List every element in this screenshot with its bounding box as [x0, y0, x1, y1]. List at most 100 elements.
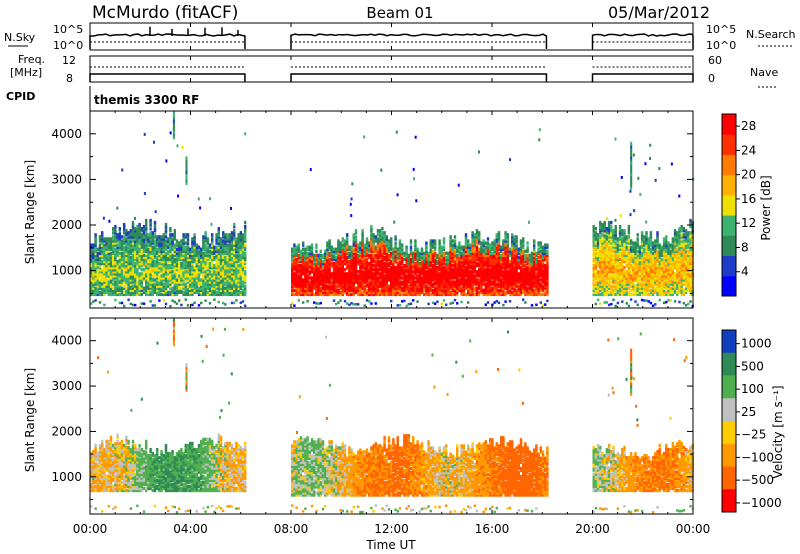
power-cell: [147, 276, 150, 280]
power-cell: [359, 266, 362, 270]
power-cell: [504, 247, 507, 251]
power-cell: [230, 235, 234, 239]
power-cell: [497, 261, 501, 266]
power-cell: [306, 282, 309, 286]
power-cell: [343, 276, 347, 280]
power-cell: [445, 303, 448, 307]
power-cell: [310, 266, 314, 270]
power-cell: [592, 290, 595, 295]
power-cell: [184, 253, 187, 258]
power-cell: [502, 288, 505, 292]
power-cell: [145, 229, 148, 233]
power-cell: [401, 300, 404, 303]
power-cell: [302, 251, 305, 256]
power-cell: [348, 245, 351, 249]
power-cell: [383, 280, 386, 284]
power-cell: [354, 231, 358, 235]
power-cell: [206, 241, 209, 245]
power-cell: [204, 237, 207, 241]
power-cell: [239, 247, 242, 251]
power-cell: [508, 270, 512, 274]
power-cell: [308, 266, 311, 270]
power-cell: [425, 245, 428, 249]
power-cell: [376, 247, 380, 251]
power-cell: [363, 261, 366, 266]
power-cell: [352, 268, 355, 272]
power-cell: [592, 263, 595, 268]
power-cell: [390, 299, 393, 303]
power-cell: [495, 286, 498, 290]
power-cell: [313, 255, 316, 260]
power-cell: [341, 261, 344, 266]
power-cell: [235, 280, 238, 284]
power-cell: [451, 239, 454, 243]
power-cell: [335, 274, 338, 278]
power-cell: [136, 272, 139, 276]
power-cell: [517, 259, 520, 264]
power-cell: [539, 272, 542, 276]
power-cell: [376, 288, 380, 292]
power-cell: [186, 243, 190, 247]
power-cell: [206, 292, 209, 297]
power-cell: [363, 266, 366, 270]
power-cell: [390, 241, 393, 245]
power-cell: [339, 270, 342, 274]
power-cell: [175, 290, 179, 295]
power-cell: [427, 286, 430, 290]
power-cell: [535, 290, 538, 295]
power-cell: [339, 245, 342, 249]
power-cell: [394, 274, 397, 278]
power-cell: [129, 249, 132, 253]
power-cell: [315, 292, 318, 297]
power-cell: [306, 247, 309, 251]
power-cell: [414, 253, 417, 258]
power-cell: [204, 272, 207, 276]
power-cell: [533, 284, 536, 288]
power-cell: [376, 233, 380, 237]
power-cell: [204, 284, 207, 288]
power-cell: [219, 237, 223, 241]
power-cell: [381, 243, 384, 247]
power-cell: [370, 233, 373, 237]
power-cell: [489, 274, 492, 278]
power-cell: [592, 274, 595, 278]
power-cell: [420, 276, 424, 280]
power-cell: [350, 282, 353, 286]
power-cell: [511, 239, 514, 243]
power-cell: [142, 243, 146, 247]
power-cell: [169, 227, 172, 231]
power-cell: [453, 235, 457, 239]
power-cell: [120, 276, 124, 280]
power-cell: [539, 259, 542, 264]
power-cell: [302, 288, 305, 292]
power-cell: [425, 278, 428, 282]
power-cell: [431, 249, 435, 253]
power-cell: [504, 272, 507, 276]
power-cell: [335, 286, 338, 290]
power-cell: [383, 231, 386, 235]
power-cell: [193, 241, 196, 245]
power-cell: [149, 278, 152, 282]
power-cell: [471, 257, 474, 262]
power-cell: [506, 233, 509, 237]
power-cell: [519, 239, 523, 243]
power-cell: [405, 286, 408, 290]
power-cell: [537, 247, 540, 251]
power-cell: [429, 268, 432, 272]
power-cell: [462, 278, 465, 282]
power-cell: [513, 247, 516, 251]
power-cell: [182, 247, 185, 251]
power-cell: [368, 280, 371, 284]
power-cell: [392, 280, 395, 284]
power-cell: [145, 274, 148, 278]
power-cell: [160, 237, 163, 241]
power-cell: [107, 270, 110, 274]
power-cell: [204, 276, 207, 280]
power-cell: [103, 259, 106, 264]
power-cell: [123, 235, 126, 239]
power-cell: [109, 274, 113, 278]
power-cell: [339, 251, 342, 256]
power-cell: [134, 245, 137, 249]
power-cell: [208, 276, 212, 280]
power-cell: [202, 282, 205, 286]
